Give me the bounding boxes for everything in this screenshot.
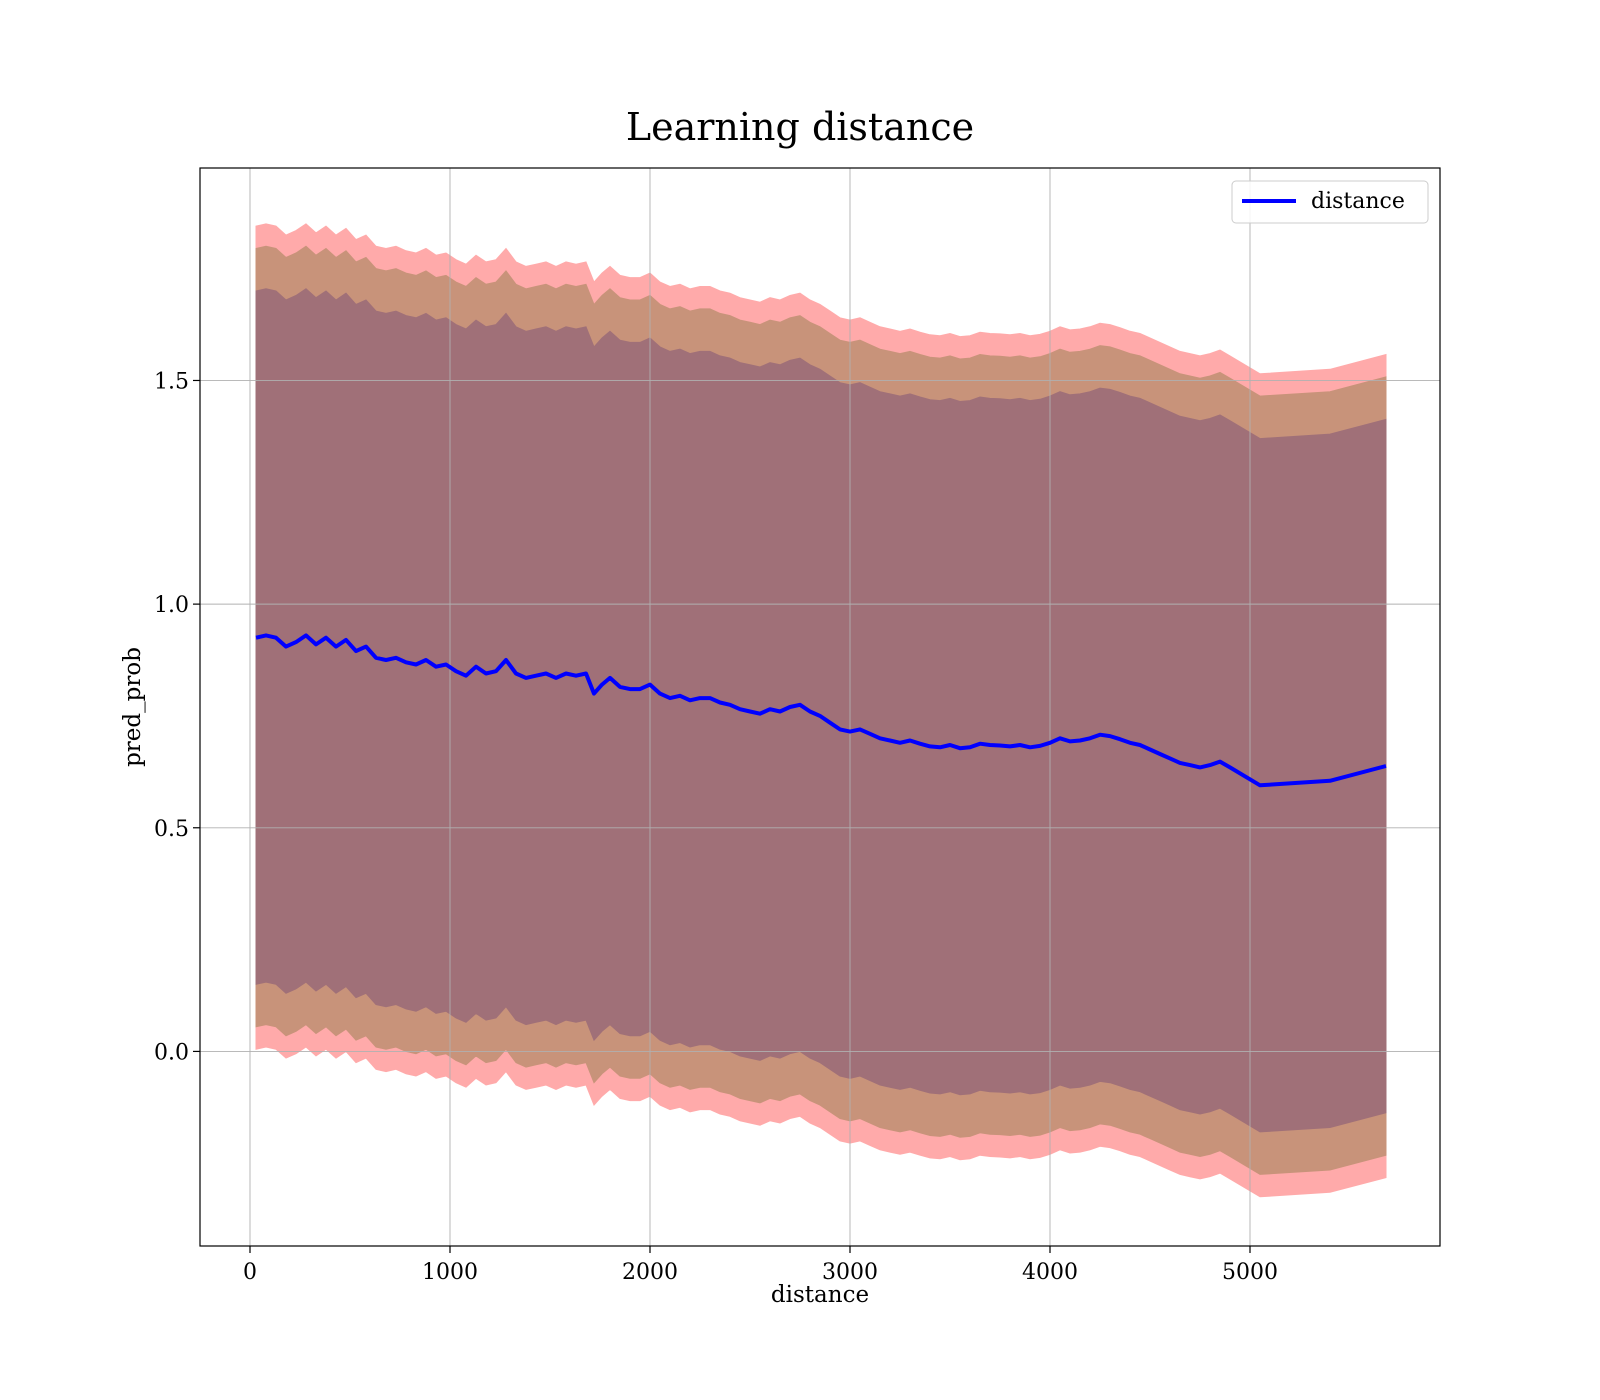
chart-title: Learning distance — [626, 105, 974, 149]
y-tick-label: 0.5 — [154, 817, 189, 842]
y-axis-label: pred_prob — [120, 647, 146, 767]
band-inner — [255, 288, 1387, 1133]
x-tick-label: 4000 — [1022, 1260, 1078, 1285]
y-tick-label: 1.0 — [154, 593, 189, 618]
series-line-distance — [255, 633, 1387, 788]
plot-area — [199, 167, 1441, 1247]
y-axis-ticks: 0.0 0.5 1.0 1.5 — [154, 369, 200, 1065]
x-tick-label: 0 — [243, 1260, 257, 1285]
legend-label-distance: distance — [1311, 189, 1405, 214]
x-axis-label: distance — [771, 1282, 869, 1308]
legend-box — [1231, 180, 1429, 224]
legend: distance — [1231, 180, 1429, 224]
y-tick-label: 1.5 — [154, 369, 189, 394]
x-tick-label: 1000 — [422, 1260, 478, 1285]
x-tick-label: 2000 — [622, 1260, 678, 1285]
plot-frame — [199, 167, 1441, 1247]
series-layer — [255, 633, 1387, 788]
x-axis-ticks: 0 1000 2000 3000 4000 5000 — [243, 1246, 1278, 1285]
grid-lines — [200, 168, 1440, 1246]
x-tick-label: 5000 — [1222, 1260, 1278, 1285]
x-tick-label: 3000 — [822, 1260, 878, 1285]
confidence-bands — [255, 223, 1387, 1198]
y-tick-label: 0.0 — [154, 1040, 189, 1065]
